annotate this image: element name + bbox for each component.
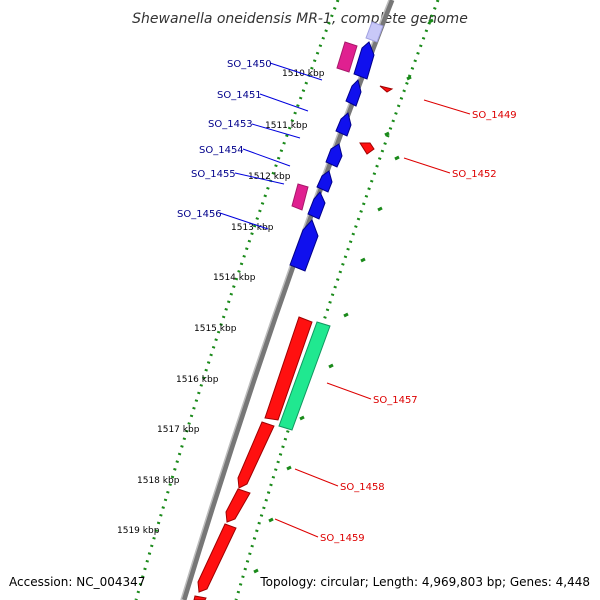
gene-label-right[interactable]: SO_1459: [320, 533, 365, 544]
left-gene-labels: [219, 62, 323, 230]
kbp-label: 1518 kbp: [137, 476, 180, 486]
kbp-label: 1519 kbp: [117, 526, 160, 536]
gene-arrow[interactable]: [225, 488, 251, 523]
gene-arrow[interactable]: [237, 421, 275, 489]
map-title: Shewanella oneidensis MR-1, complete gen…: [132, 11, 468, 27]
outer-scale-ring: [134, 0, 340, 600]
gene-arrow[interactable]: [316, 170, 333, 193]
inner-dotted-ring: [234, 0, 440, 600]
kbp-label: 1511 kbp: [265, 121, 308, 131]
gene-arrow[interactable]: [264, 316, 313, 421]
kbp-label: 1515 kbp: [194, 324, 237, 334]
gene-arrow[interactable]: [365, 21, 384, 43]
gene-pseudo[interactable]: [291, 183, 309, 211]
gene-label-right[interactable]: SO_1457: [373, 395, 418, 406]
gene-arrow[interactable]: [197, 523, 237, 593]
gene-arrow[interactable]: [289, 219, 319, 272]
kbp-label: 1514 kbp: [213, 273, 256, 283]
gene-arrow[interactable]: [325, 143, 343, 168]
genome-backbone: [181, 0, 395, 600]
gene-label-left[interactable]: SO_1456: [177, 209, 222, 220]
gene-label-right[interactable]: SO_1458: [340, 482, 385, 493]
accession-text: Accession: NC_004347: [9, 575, 145, 589]
gene-pseudo[interactable]: [336, 41, 358, 73]
gene-rna[interactable]: [278, 321, 331, 431]
kbp-label: 1512 kbp: [248, 172, 291, 182]
kbp-label: 1517 kbp: [157, 425, 200, 435]
inner-ring-ticks: [253, 18, 434, 574]
gene-label-left[interactable]: SO_1454: [199, 145, 244, 156]
gene-label-left[interactable]: SO_1453: [208, 119, 253, 130]
forward-genes: [289, 21, 384, 272]
right-gene-labels: [274, 99, 471, 538]
gene-arrow[interactable]: [193, 595, 207, 600]
topology-text: Topology: circular; Length: 4,969,803 bp…: [259, 575, 590, 589]
gene-arrow[interactable]: [379, 85, 394, 93]
gene-label-right[interactable]: SO_1452: [452, 169, 497, 180]
kbp-labels: 1510 kbp 1511 kbp 1512 kbp 1513 kbp 1514…: [117, 69, 325, 536]
reverse-genes: [193, 85, 394, 600]
gene-arrow[interactable]: [335, 112, 352, 137]
gene-arrow[interactable]: [345, 79, 362, 107]
gene-arrow[interactable]: [353, 41, 375, 80]
gene-label-left[interactable]: SO_1451: [217, 90, 262, 101]
gene-arrow[interactable]: [307, 191, 326, 220]
gene-label-left[interactable]: SO_1455: [191, 169, 236, 180]
kbp-label: 1516 kbp: [176, 375, 219, 385]
gene-label-left[interactable]: SO_1450: [227, 59, 272, 70]
kbp-label: 1513 kbp: [231, 223, 274, 233]
gene-label-right[interactable]: SO_1449: [472, 110, 517, 121]
gene-arrow[interactable]: [359, 142, 375, 155]
